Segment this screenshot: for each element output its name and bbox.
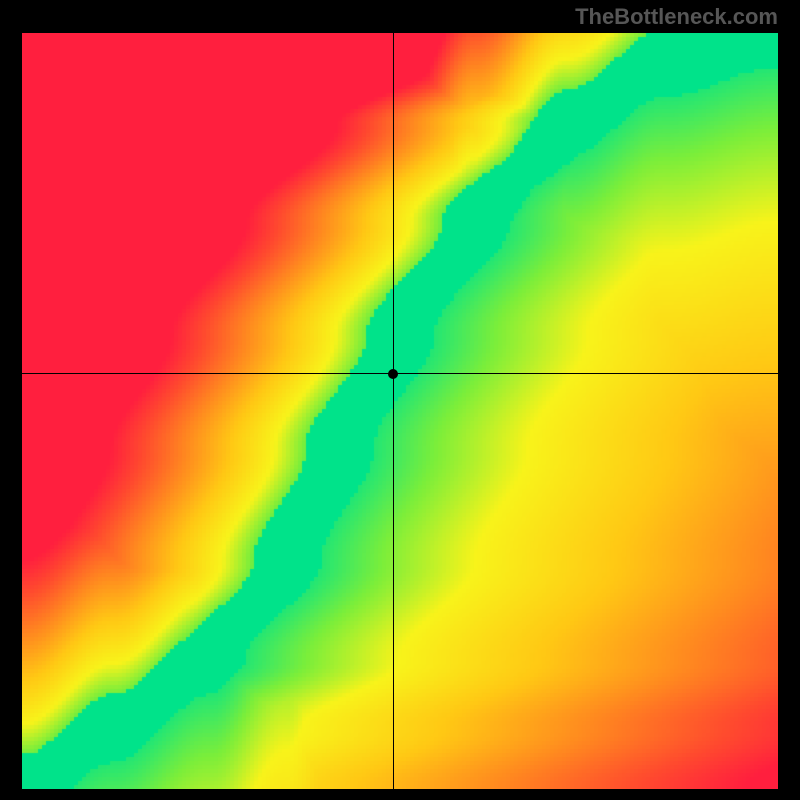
figure-container: TheBottleneck.com <box>0 0 800 800</box>
heatmap-canvas <box>22 33 778 789</box>
plot-area <box>22 33 778 789</box>
watermark-text: TheBottleneck.com <box>575 4 778 30</box>
crosshair-horizontal <box>22 373 778 374</box>
crosshair-vertical <box>393 33 394 789</box>
